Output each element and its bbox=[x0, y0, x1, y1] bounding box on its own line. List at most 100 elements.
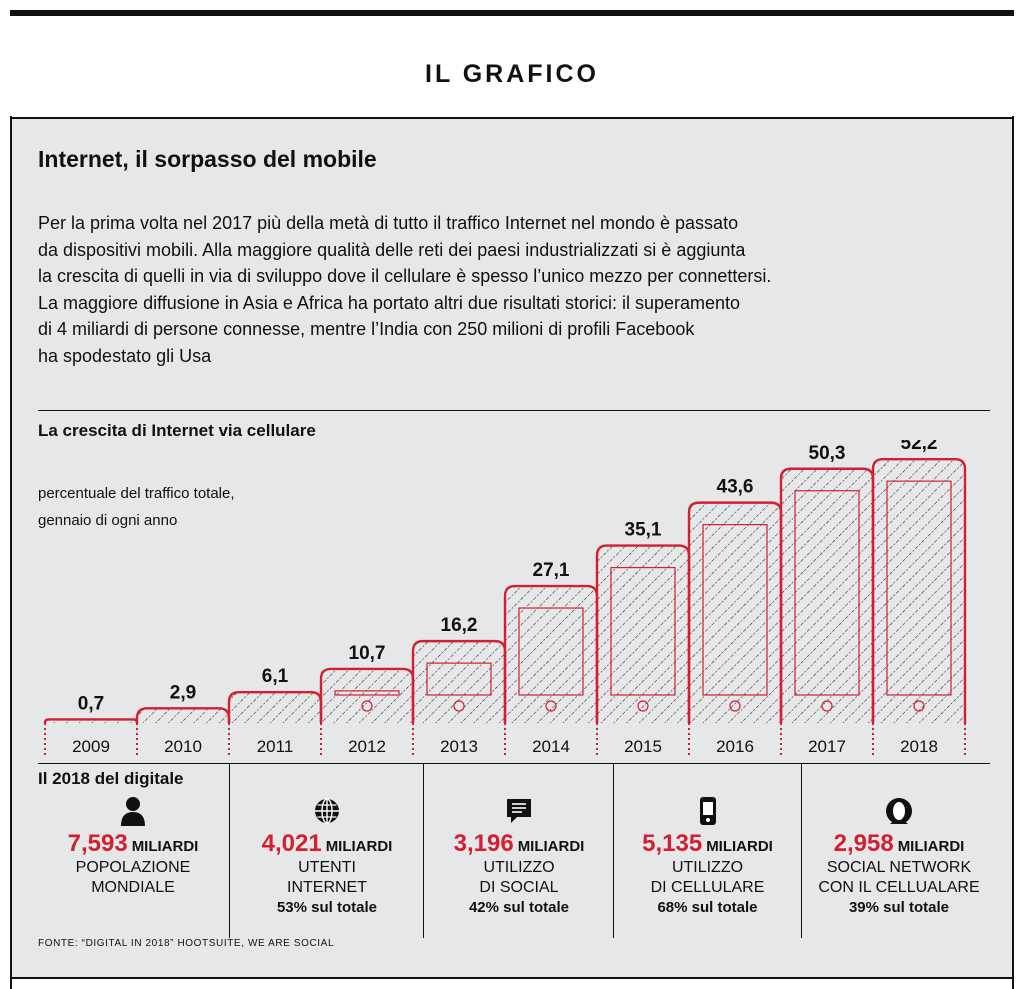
stat-mobile-social: 2,958 MILIARDI SOCIAL NETWORK CON IL CELL… bbox=[802, 796, 996, 936]
stat-number: 4,021 bbox=[261, 830, 322, 857]
stat-label: DI SOCIAL bbox=[479, 879, 559, 896]
x-tick-label: 2010 bbox=[164, 737, 202, 756]
bar-phone-button bbox=[729, 700, 741, 712]
column-divider bbox=[613, 764, 614, 938]
header: IL GRAFICO bbox=[10, 16, 1014, 116]
source-note: FONTE: “DIGITAL IN 2018” HOOTSUITE, WE A… bbox=[38, 938, 335, 949]
stat-label: UTENTI bbox=[298, 859, 356, 876]
stat-share: 53% sul totale bbox=[276, 899, 378, 916]
stat-unit: MILIARDI bbox=[706, 838, 773, 855]
bar-phone-button bbox=[821, 700, 833, 712]
bar-chart: 0,7 2009 2,9 2010 6,1 2011 10,7 2012 16,2 2013 27,… bbox=[43, 440, 967, 758]
x-tick-label: 2013 bbox=[440, 737, 478, 756]
bar-phone-screen bbox=[794, 490, 860, 696]
intro-line: ha spodestato gli Usa bbox=[38, 345, 212, 366]
stat-world-population: 7,593 MILIARDI POPOLAZIONE MONDIALE bbox=[38, 796, 228, 936]
person-icon bbox=[121, 797, 145, 826]
stat-unit: MILIARDI bbox=[897, 838, 965, 855]
bar-fill bbox=[689, 502, 781, 723]
bar-value-label: 6,1 bbox=[262, 666, 289, 687]
globe-icon bbox=[315, 798, 339, 824]
chat-bubble-icon bbox=[507, 799, 531, 823]
divider-bottom bbox=[38, 763, 990, 764]
x-tick-label: 2016 bbox=[716, 737, 754, 756]
stat-value: 2,958 MILIARDI bbox=[802, 830, 996, 858]
x-tick-label: 2015 bbox=[624, 737, 662, 756]
chart-subtitle-line: percentuale del traffico totale, bbox=[38, 485, 235, 502]
stat-value: 3,196 MILIARDI bbox=[425, 830, 613, 858]
bar-fill bbox=[505, 586, 597, 723]
intro-line: da dispositivi mobili. Alla maggiore qua… bbox=[38, 239, 746, 260]
bar-value-label: 43,6 bbox=[717, 477, 754, 498]
bar-value-label: 16,2 bbox=[441, 615, 478, 636]
bar-fill bbox=[229, 692, 321, 723]
stat-internet-users: 4,021 MILIARDI UTENTI INTERNET 53% sul to… bbox=[232, 796, 422, 936]
bar-phone-button bbox=[361, 700, 373, 712]
bar-fill bbox=[413, 641, 505, 723]
bar-phone-button bbox=[545, 700, 557, 712]
bar-phone-screen bbox=[426, 662, 492, 696]
x-tick-label: 2017 bbox=[808, 737, 846, 756]
stat-value: 4,021 MILIARDI bbox=[232, 830, 422, 858]
stat-label: UTILIZZO bbox=[671, 859, 744, 876]
intro-line: Per la prima volta nel 2017 più della me… bbox=[38, 213, 739, 233]
stat-label: POPOLAZIONE bbox=[75, 859, 191, 876]
bar-phone-screen bbox=[334, 690, 400, 696]
bar-outline bbox=[871, 457, 967, 723]
stat-number: 5,135 bbox=[642, 830, 703, 857]
header-title: IL GRAFICO bbox=[425, 60, 599, 88]
bar-fill bbox=[781, 468, 873, 723]
stat-value: 7,593 MILIARDI bbox=[38, 830, 228, 858]
stat-share: 39% sul totale bbox=[848, 899, 950, 916]
stat-share: 68% sul totale bbox=[657, 899, 758, 916]
bar-phone-screen bbox=[610, 566, 676, 696]
column-divider bbox=[229, 764, 230, 938]
bar-value-label: 2,9 bbox=[170, 682, 196, 703]
bar-value-label: 0,7 bbox=[78, 693, 104, 714]
bar-fill bbox=[137, 708, 229, 723]
bar-phone-screen bbox=[886, 480, 952, 696]
chart-subtitle: percentuale del traffico totale, gennaio… bbox=[38, 480, 338, 534]
intro-line: la crescita di quelli in via di sviluppo… bbox=[38, 266, 772, 286]
stat-number: 2,958 bbox=[833, 830, 894, 857]
x-tick-label: 2009 bbox=[72, 737, 110, 756]
stats-title: Il 2018 del digitale bbox=[38, 769, 184, 788]
bar-phone-button bbox=[637, 700, 649, 712]
column-divider bbox=[801, 764, 802, 938]
stat-unit: MILIARDI bbox=[325, 838, 393, 855]
stat-label: UTILIZZO bbox=[483, 859, 555, 876]
x-tick-label: 2011 bbox=[257, 737, 294, 756]
stat-mobile-usage: 5,135 MILIARDI UTILIZZO DI CELLULARE 68% … bbox=[615, 796, 800, 936]
article-title: Internet, il sorpasso del mobile bbox=[38, 146, 377, 172]
x-tick-label: 2014 bbox=[532, 737, 570, 756]
bar-fill bbox=[321, 668, 413, 723]
divider-top bbox=[38, 410, 990, 411]
stat-share: 42% sul totale bbox=[468, 899, 570, 916]
bar-value-label: 27,1 bbox=[533, 560, 570, 581]
intro-line: di 4 miliardi di persone connesse, mentr… bbox=[38, 319, 695, 339]
bar-value-label: 50,3 bbox=[809, 443, 846, 464]
bar-fill bbox=[597, 545, 689, 723]
bar-value-label: 35,1 bbox=[625, 520, 662, 541]
bar-value-label: 52,2 bbox=[901, 440, 938, 454]
x-tick-label: 2012 bbox=[348, 737, 386, 756]
stat-label: MONDIALE bbox=[91, 879, 175, 896]
stat-unit: MILIARDI bbox=[517, 838, 585, 855]
intro-line: La maggiore diffusione in Asia e Africa … bbox=[38, 292, 741, 313]
stat-label: INTERNET bbox=[287, 879, 367, 896]
bar-phone-screen bbox=[518, 607, 584, 696]
bar-phone-button bbox=[453, 700, 465, 712]
bar-phone-screen bbox=[702, 524, 768, 696]
bar-fill bbox=[873, 459, 965, 723]
column-divider bbox=[423, 764, 424, 938]
x-tick-label: 2018 bbox=[900, 737, 938, 756]
stat-label: SOCIAL NETWORK bbox=[826, 859, 972, 876]
stat-number: 3,196 bbox=[453, 830, 514, 857]
outer-frame bbox=[10, 10, 1014, 989]
article-intro: Per la prima volta nel 2017 più della me… bbox=[38, 210, 998, 369]
stat-unit: MILIARDI bbox=[131, 838, 199, 855]
stat-social-usage: 3,196 MILIARDI UTILIZZO DI SOCIAL 42% sul… bbox=[425, 796, 613, 936]
profile-icon bbox=[886, 798, 912, 824]
chart-title: La crescita di Internet via cellulare bbox=[38, 421, 316, 440]
stat-value: 5,135 MILIARDI bbox=[615, 830, 800, 858]
